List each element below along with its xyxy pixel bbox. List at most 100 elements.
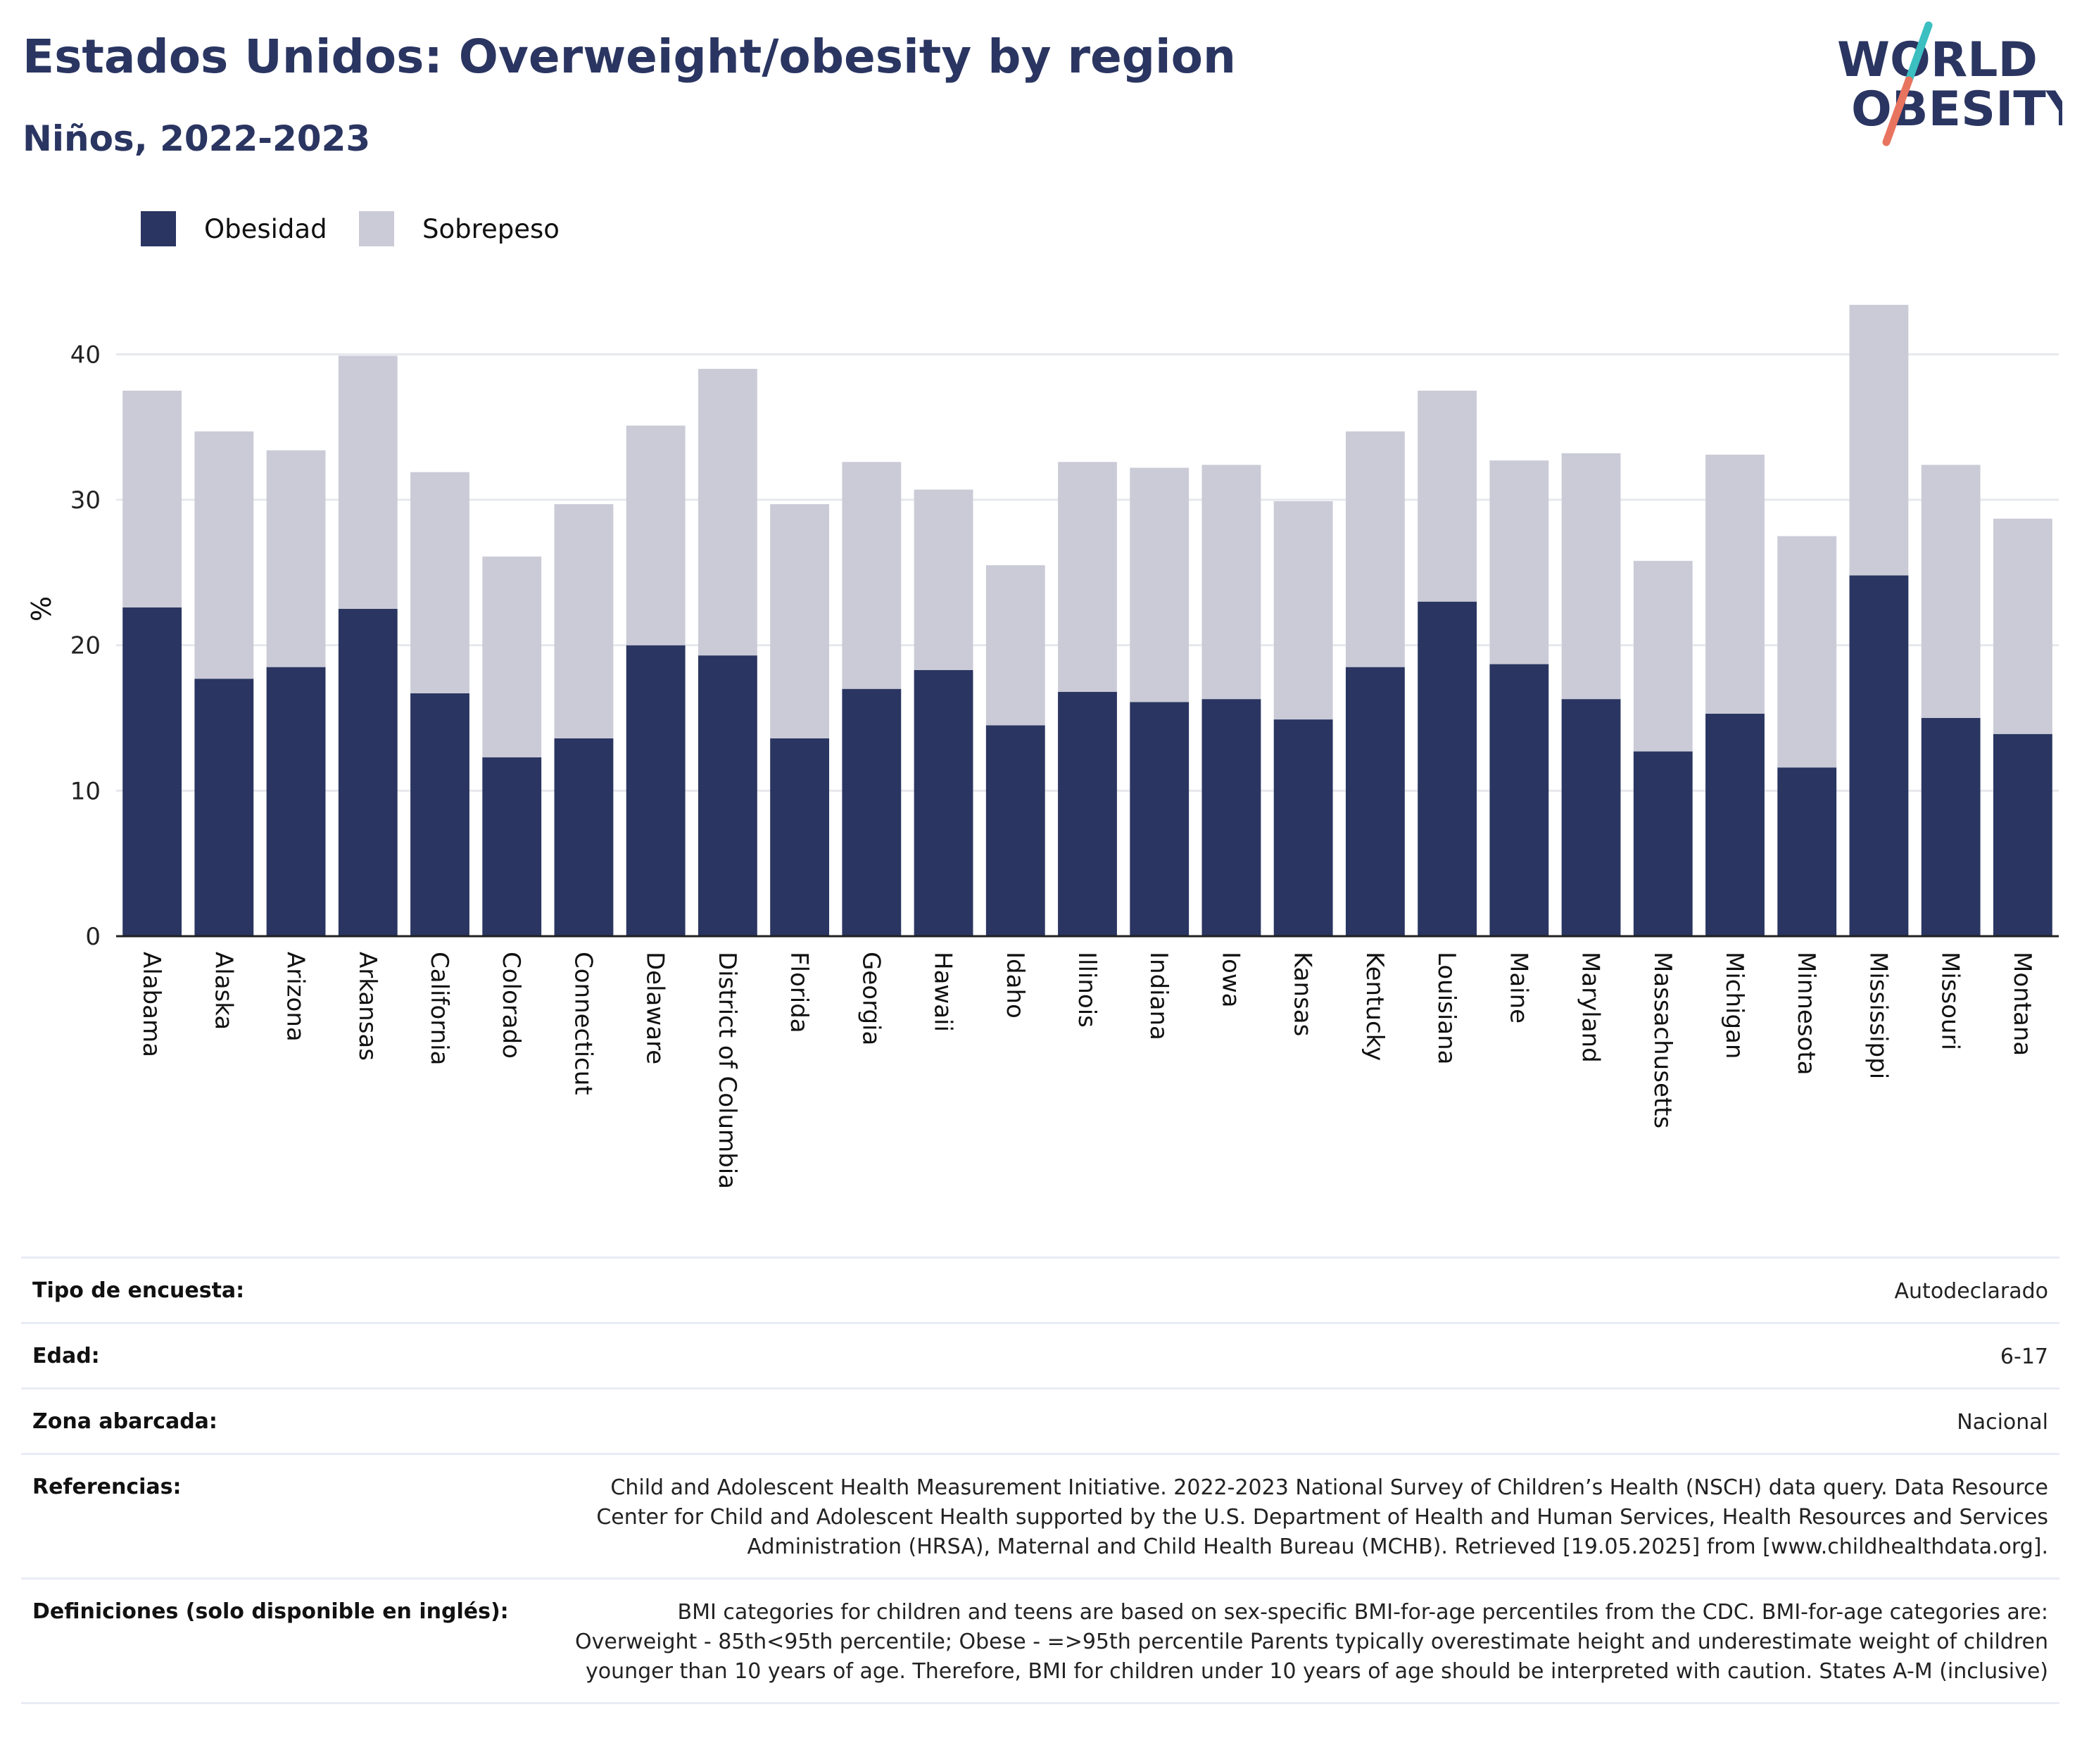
metadata-row: Definiciones (solo disponible en inglés)… xyxy=(21,1577,2059,1704)
bar-obesidad-iowa[interactable] xyxy=(1201,699,1261,936)
bar-sobrepeso-colorado[interactable] xyxy=(482,556,542,757)
bar-obesidad-louisiana[interactable] xyxy=(1418,601,1477,936)
x-tick-label: Kentucky xyxy=(1361,952,1389,1061)
metadata-table: Tipo de encuesta: Autodeclarado Edad: 6-17 Z… xyxy=(21,1256,2059,1704)
bar-sobrepeso-illinois[interactable] xyxy=(1058,462,1117,692)
bar-obesidad-hawaii[interactable] xyxy=(914,669,973,936)
x-tick-label: Arizona xyxy=(282,952,310,1042)
bar-sobrepeso-california[interactable] xyxy=(410,472,469,693)
bar-obesidad-california[interactable] xyxy=(410,693,469,936)
x-tick-label: Missouri xyxy=(1936,952,1964,1050)
metadata-row: Zona abarcada: Nacional xyxy=(21,1387,2059,1453)
x-tick-label: Illinois xyxy=(1073,952,1101,1028)
bar-obesidad-connecticut[interactable] xyxy=(554,738,614,936)
x-tick-label: Massachusetts xyxy=(1648,952,1677,1128)
x-tick-label: Delaware xyxy=(641,952,669,1064)
bar-obesidad-michigan[interactable] xyxy=(1705,713,1765,936)
legend-label-obesidad: Obesidad xyxy=(204,214,327,244)
bar-sobrepeso-missouri[interactable] xyxy=(1921,465,1981,718)
metadata-value: Nacional xyxy=(1957,1410,2048,1435)
x-tick-label: Minnesota xyxy=(1792,952,1820,1075)
metadata-row: Referencias: Child and Adolescent Health … xyxy=(21,1453,2059,1577)
x-tick-label: Connecticut xyxy=(569,952,597,1095)
x-tick-label: Arkansas xyxy=(353,952,381,1061)
x-tick-label: Mississippi xyxy=(1864,952,1892,1079)
bar-sobrepeso-district-of-columbia[interactable] xyxy=(698,369,757,656)
bar-obesidad-colorado[interactable] xyxy=(482,757,542,936)
bar-sobrepeso-georgia[interactable] xyxy=(842,462,902,689)
bar-obesidad-arkansas[interactable] xyxy=(338,609,398,936)
x-tick-label: Kansas xyxy=(1289,952,1317,1036)
metadata-value: Autodeclarado xyxy=(1894,1279,2048,1304)
bar-obesidad-illinois[interactable] xyxy=(1058,691,1117,936)
bar-sobrepeso-kansas[interactable] xyxy=(1273,501,1333,720)
bar-sobrepeso-indiana[interactable] xyxy=(1130,467,1190,703)
logo-slash-teal xyxy=(1905,21,1933,84)
bar-sobrepeso-idaho[interactable] xyxy=(985,565,1045,726)
y-tick-label: 30 xyxy=(70,486,101,515)
bar-obesidad-idaho[interactable] xyxy=(985,725,1045,936)
x-tick-label: Alaska xyxy=(209,952,237,1030)
bar-sobrepeso-arizona[interactable] xyxy=(266,450,326,667)
y-axis-title: % xyxy=(26,596,57,622)
world-obesity-logo: WORLD OBESITY xyxy=(1837,21,2062,146)
bar-sobrepeso-michigan[interactable] xyxy=(1705,454,1765,714)
bar-sobrepeso-arkansas[interactable] xyxy=(338,355,398,609)
logo-text-world: WORLD xyxy=(1837,32,2038,88)
x-tick-label: Maryland xyxy=(1577,952,1605,1063)
metadata-value: 6-17 xyxy=(2000,1344,2048,1369)
bar-obesidad-indiana[interactable] xyxy=(1130,702,1190,936)
bar-sobrepeso-connecticut[interactable] xyxy=(554,504,614,738)
chart-subtitle: Niños, 2022-2023 xyxy=(23,118,371,159)
bar-obesidad-kentucky[interactable] xyxy=(1345,667,1405,936)
bar-sobrepeso-alaska[interactable] xyxy=(194,431,254,679)
x-tick-label: Maine xyxy=(1504,952,1532,1023)
y-tick-label: 40 xyxy=(70,341,101,369)
bar-obesidad-missouri[interactable] xyxy=(1921,718,1981,936)
x-tick-label: Georgia xyxy=(857,952,885,1045)
bar-sobrepeso-florida[interactable] xyxy=(770,504,830,738)
x-tick-label: Hawaii xyxy=(929,952,957,1032)
x-tick-label: Florida xyxy=(785,952,813,1033)
legend-label-sobrepeso: Sobrepeso xyxy=(422,214,560,244)
bar-obesidad-delaware[interactable] xyxy=(626,645,686,936)
y-axis-ticks: 0 10 20 30 40 xyxy=(70,341,101,951)
legend-swatch-sobrepeso xyxy=(359,211,394,246)
legend-swatch-obesidad xyxy=(141,211,176,246)
bar-sobrepeso-montana[interactable] xyxy=(1993,518,2052,734)
bar-sobrepeso-delaware[interactable] xyxy=(626,425,686,645)
bar-obesidad-florida[interactable] xyxy=(770,738,830,936)
bar-sobrepeso-alabama[interactable] xyxy=(122,391,182,607)
bar-obesidad-montana[interactable] xyxy=(1993,733,2052,936)
bar-obesidad-alaska[interactable] xyxy=(194,679,254,936)
y-tick-label: 0 xyxy=(85,923,101,951)
y-tick-label: 10 xyxy=(70,777,101,805)
bar-sobrepeso-iowa[interactable] xyxy=(1201,465,1261,700)
x-axis-labels: Alabama Alaska Arizona Arkansas California Co… xyxy=(137,952,2036,1189)
bar-sobrepeso-hawaii[interactable] xyxy=(914,489,973,670)
bar-obesidad-georgia[interactable] xyxy=(842,688,902,936)
bar-sobrepeso-minnesota[interactable] xyxy=(1777,536,1837,768)
y-tick-label: 20 xyxy=(70,632,101,660)
x-tick-label: California xyxy=(425,952,453,1065)
bar-sobrepeso-maryland[interactable] xyxy=(1561,453,1621,700)
x-tick-label: Iowa xyxy=(1216,952,1244,1007)
bar-obesidad-district-of-columbia[interactable] xyxy=(698,655,757,936)
bar-obesidad-minnesota[interactable] xyxy=(1777,767,1837,936)
bar-obesidad-mississippi[interactable] xyxy=(1849,575,1909,936)
bar-obesidad-massachusetts[interactable] xyxy=(1633,751,1693,936)
metadata-value: BMI categories for children and teens ar… xyxy=(575,1600,2048,1684)
bar-obesidad-kansas[interactable] xyxy=(1273,719,1333,936)
x-tick-label: Alabama xyxy=(137,952,165,1057)
bar-sobrepeso-louisiana[interactable] xyxy=(1418,391,1477,602)
bar-obesidad-maryland[interactable] xyxy=(1561,699,1621,936)
bar-sobrepeso-mississippi[interactable] xyxy=(1849,305,1909,576)
metadata-key: Zona abarcada: xyxy=(32,1409,217,1434)
bar-sobrepeso-massachusetts[interactable] xyxy=(1633,560,1693,752)
bar-obesidad-arizona[interactable] xyxy=(266,667,326,936)
bar-obesidad-maine[interactable] xyxy=(1489,664,1549,936)
bar-sobrepeso-kentucky[interactable] xyxy=(1345,431,1405,667)
bar-obesidad-alabama[interactable] xyxy=(122,607,182,936)
bar-sobrepeso-maine[interactable] xyxy=(1489,460,1549,664)
metadata-row: Edad: 6-17 xyxy=(21,1322,2059,1387)
